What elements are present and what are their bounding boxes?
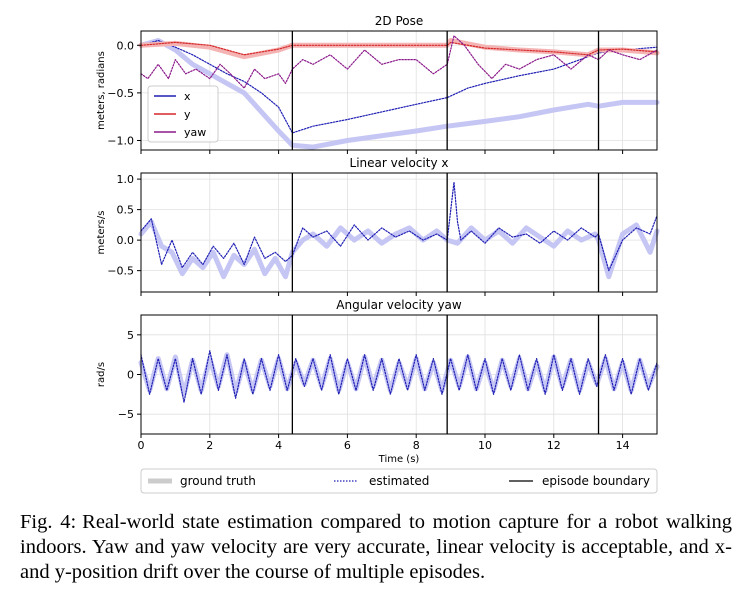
axes-frame <box>140 30 658 151</box>
y-tick-label: 0.0 <box>117 234 135 247</box>
legend-label-episode-boundary: episode boundary <box>542 474 650 488</box>
y-tick-label: −1.0 <box>107 134 134 147</box>
x-tick-label: 2 <box>206 439 213 452</box>
panel-title: Linear velocity x <box>350 156 449 170</box>
legend-label-estimated: estimated <box>369 474 429 488</box>
x-tick-label: 10 <box>478 439 492 452</box>
y-tick-label: 0 <box>127 369 134 382</box>
y-tick-label: 5 <box>127 329 134 342</box>
y-tick-label: 1.0 <box>117 173 135 186</box>
y-tick-label: 0.5 <box>117 204 135 217</box>
series-line-ground-truth <box>138 38 660 150</box>
legend-label: x <box>184 90 191 103</box>
x-tick-label: 4 <box>275 439 282 452</box>
series-line-estimated <box>140 35 658 89</box>
axes-frame <box>140 172 658 293</box>
x-axis-label: Time (s) <box>378 454 420 465</box>
panel-title: Angular velocity yaw <box>336 298 462 312</box>
legend-box <box>147 85 219 143</box>
figure: 0.0 −0.5 −1.0 2D Pose meters, radians xy yaw 1.… <box>96 14 660 494</box>
y-axis-label: meters, radians <box>96 51 107 130</box>
y-tick-label: −0.5 <box>107 265 134 278</box>
caption-label: Fig. 4: <box>20 511 77 533</box>
legend-label: y <box>184 108 191 121</box>
panel-title: 2D Pose <box>375 14 423 28</box>
y-tick-label: −5 <box>118 408 134 421</box>
series-line-ground-truth <box>138 219 660 280</box>
series-line-estimated <box>140 350 658 403</box>
x-tick-label: 14 <box>616 439 630 452</box>
legend-label: yaw <box>184 126 206 139</box>
x-tick-label: 12 <box>547 439 561 452</box>
series-line-estimated <box>140 181 658 272</box>
y-tick-label: 0.0 <box>117 39 135 52</box>
x-tick-label: 6 <box>344 439 351 452</box>
y-axis-label: rad/s <box>96 362 107 387</box>
legend-label-ground-truth: ground truth <box>180 474 256 488</box>
y-axis-label: meters/s <box>96 211 107 255</box>
y-tick-label: −0.5 <box>107 87 134 100</box>
figure-caption: Fig. 4: Real-world state estimation compa… <box>20 510 732 585</box>
x-tick-label: 8 <box>413 439 420 452</box>
x-tick-label: 0 <box>138 439 145 452</box>
caption-text: Real-world state estimation compared to … <box>20 511 732 583</box>
legend-frame <box>140 468 658 494</box>
